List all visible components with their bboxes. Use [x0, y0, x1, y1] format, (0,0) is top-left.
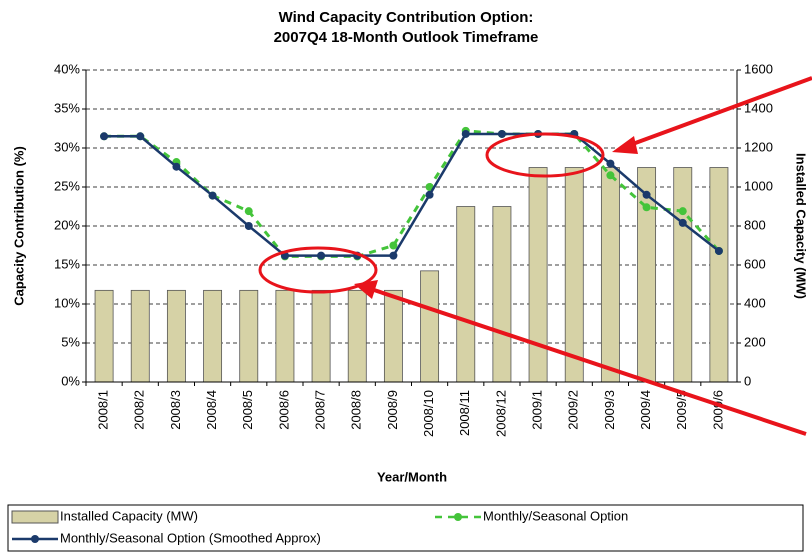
- marker: [100, 132, 109, 141]
- x-tick-label: 2008/4: [204, 390, 219, 430]
- y-tick-label: 40%: [54, 61, 80, 76]
- x-tick-label: 2008/5: [240, 390, 255, 430]
- y-tick-label: 25%: [54, 178, 80, 193]
- y2-tick-label: 200: [744, 334, 766, 349]
- x-axis-title: Year/Month: [377, 469, 447, 484]
- marker: [244, 207, 253, 216]
- y2-tick-label: 1200: [744, 139, 773, 154]
- chart-title: Wind Capacity Contribution Option:: [279, 9, 534, 26]
- bar: [528, 167, 548, 383]
- arrow-head: [354, 280, 378, 299]
- marker: [678, 218, 687, 227]
- legend-swatch: [11, 510, 59, 524]
- marker: [606, 159, 615, 168]
- x-tick-label: 2009/3: [602, 390, 617, 430]
- y-tick-label: 20%: [54, 217, 80, 232]
- legend-label: Installed Capacity (MW): [60, 508, 198, 523]
- y2-tick-label: 1600: [744, 61, 773, 76]
- bar: [709, 167, 729, 383]
- bar: [239, 289, 259, 383]
- bar: [166, 289, 186, 383]
- x-tick-label: 2009/1: [530, 390, 545, 430]
- y2-tick-label: 1000: [744, 178, 773, 193]
- arrow: [373, 288, 807, 436]
- bar: [347, 289, 367, 383]
- bar: [673, 167, 693, 383]
- x-tick-label: 2009/6: [710, 390, 725, 430]
- bar: [275, 289, 295, 383]
- x-tick-label: 2008/2: [132, 390, 147, 430]
- bar: [383, 289, 403, 383]
- x-tick-label: 2008/10: [421, 390, 436, 437]
- x-tick-label: 2009/2: [566, 390, 581, 430]
- x-tick-label: 2008/12: [493, 390, 508, 437]
- x-tick-label: 2009/5: [674, 390, 689, 430]
- chart-subtitle: 2007Q4 18-Month Outlook Timeframe: [274, 29, 539, 46]
- y2-tick-label: 600: [744, 256, 766, 271]
- y-tick-label: 5%: [61, 334, 80, 349]
- marker: [425, 190, 434, 199]
- bar: [311, 289, 331, 383]
- legend-box: [7, 504, 804, 552]
- y-tick-label: 35%: [54, 100, 80, 115]
- marker: [497, 129, 506, 138]
- y2-tick-label: 0: [744, 373, 751, 388]
- x-tick-label: 2008/11: [457, 390, 472, 436]
- y-tick-label: 10%: [54, 295, 80, 310]
- y-tick-label: 0%: [61, 373, 80, 388]
- marker: [642, 203, 651, 212]
- bar: [203, 289, 223, 383]
- marker: [714, 246, 723, 255]
- x-tick-label: 2008/6: [276, 390, 291, 430]
- line: [104, 132, 720, 257]
- y-axis-title: Capacity Contribution (%): [11, 146, 26, 306]
- bar: [564, 167, 584, 383]
- marker: [642, 190, 651, 199]
- marker: [208, 191, 217, 200]
- x-tick-label: 2008/9: [385, 390, 400, 430]
- arrow-head: [612, 136, 638, 154]
- bar: [456, 206, 476, 383]
- marker: [678, 207, 687, 216]
- marker: [461, 129, 470, 138]
- legend-label: Monthly/Seasonal Option: [483, 508, 628, 523]
- marker: [389, 251, 398, 260]
- bar: [420, 270, 440, 383]
- y2-tick-label: 800: [744, 217, 766, 232]
- highlight-ellipse: [258, 246, 378, 294]
- x-tick-label: 2008/7: [313, 390, 328, 430]
- y2-axis-title: Installed Capacity (MW): [794, 153, 809, 299]
- legend-label: Monthly/Seasonal Option (Smoothed Approx…: [60, 530, 321, 545]
- legend-marker: [31, 535, 39, 543]
- marker: [389, 241, 398, 250]
- y2-tick-label: 400: [744, 295, 766, 310]
- bar: [492, 206, 512, 383]
- marker: [244, 222, 253, 230]
- bar: [600, 167, 620, 383]
- x-tick-label: 2009/4: [638, 390, 653, 430]
- marker: [172, 162, 181, 171]
- bar: [94, 289, 114, 383]
- marker: [317, 251, 326, 260]
- y2-tick-label: 1400: [744, 100, 773, 115]
- x-tick-label: 2008/3: [168, 390, 183, 430]
- marker: [606, 171, 615, 180]
- y-tick-label: 15%: [54, 256, 80, 271]
- bar: [130, 289, 150, 383]
- x-tick-label: 2008/8: [349, 390, 364, 430]
- legend-marker: [454, 513, 462, 521]
- y-tick-label: 30%: [54, 139, 80, 154]
- plot: 0% 5% 10% 15% 20% 25% 30% 35% 40% 0 200 400 600 800 10…: [54, 61, 773, 437]
- arrow: [629, 76, 812, 147]
- marker: [136, 132, 145, 141]
- annotations: [258, 76, 812, 436]
- x-tick-label: 2008/1: [96, 390, 111, 430]
- highlight-ellipse: [485, 132, 605, 178]
